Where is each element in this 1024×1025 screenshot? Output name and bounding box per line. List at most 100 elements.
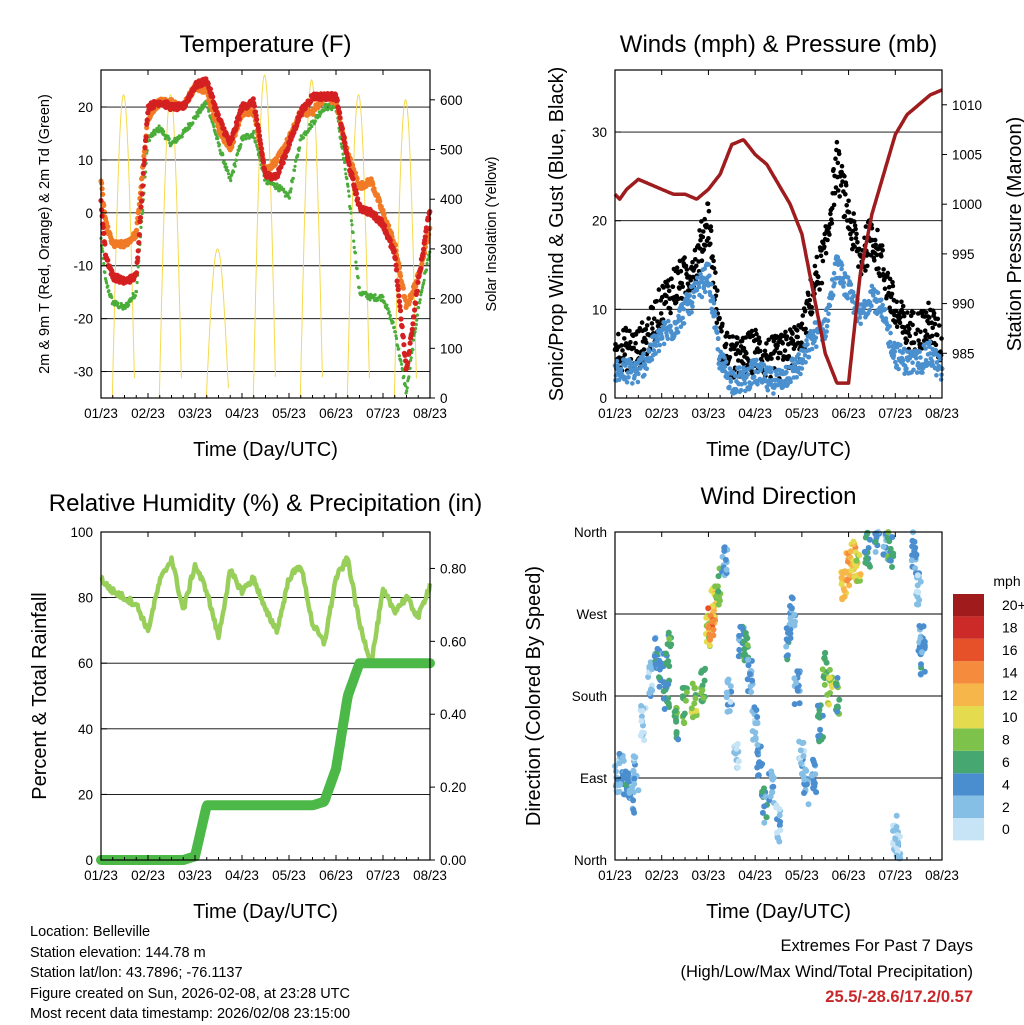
series-gust	[698, 237, 703, 243]
series-wind	[618, 366, 624, 372]
series-gust	[706, 236, 711, 241]
wind-direction-point	[846, 582, 853, 589]
series-wind	[804, 338, 809, 343]
series-2m-t	[387, 237, 393, 244]
series-wind	[869, 303, 874, 309]
panel-2: 0 10 20 30 985 990 995 1000 1005 1010 Winds (mph) …	[546, 31, 1024, 461]
colorbar-swatch	[953, 750, 984, 774]
series-2m-t	[424, 226, 430, 232]
series-wind	[630, 381, 635, 386]
series-2m-t	[134, 259, 140, 265]
wind-direction-point	[681, 710, 688, 717]
series-2m-td	[140, 212, 144, 216]
series-gust	[933, 342, 939, 348]
series-2m-t	[406, 348, 413, 355]
wind-direction-point	[660, 695, 667, 702]
series-gust	[897, 320, 903, 326]
y-axis-label: Sonic/Prop Wind & Gust (Blue, Black)	[546, 67, 568, 402]
wind-direction-point	[646, 663, 653, 670]
wind-direction-point	[791, 622, 798, 629]
series-gust	[783, 329, 788, 335]
series-2m-td	[351, 230, 355, 235]
series-2m-t	[412, 307, 418, 313]
series-wind	[678, 324, 684, 330]
series-wind	[662, 320, 668, 326]
colorbar-swatch	[953, 795, 984, 818]
series-2m-t	[334, 97, 340, 104]
series-gust	[657, 321, 663, 327]
series-gust	[720, 321, 725, 327]
series-2m-t	[259, 152, 265, 158]
series-wind	[769, 366, 774, 371]
recent-data-text: Most recent data timestamp: 2026/02/08 2…	[30, 1006, 351, 1022]
y-tick-label: 0	[85, 206, 93, 221]
insolation-series	[299, 78, 323, 399]
series-gust	[879, 253, 884, 259]
wind-direction-point	[667, 643, 674, 650]
series-gust	[744, 351, 749, 356]
series-gust	[890, 279, 895, 285]
series-2m-td	[282, 187, 286, 191]
series-gust	[735, 335, 740, 341]
series-gust	[898, 315, 903, 320]
y-right-tick-label: 500	[440, 143, 463, 158]
wind-direction-point	[796, 700, 803, 707]
wind-direction-point	[820, 734, 826, 741]
series-wind	[857, 315, 863, 320]
series-wind	[642, 372, 647, 378]
series-gust	[775, 355, 781, 361]
x-tick-label: 05/23	[272, 868, 306, 883]
series-gust	[802, 308, 808, 314]
series-gust	[668, 310, 673, 316]
series-2m-t	[256, 128, 262, 134]
wind-direction-point	[692, 695, 699, 702]
wind-direction-point	[920, 623, 927, 630]
series-gust	[846, 209, 852, 215]
series-wind	[675, 330, 681, 335]
wind-direction-point	[631, 809, 638, 816]
series-2m-td	[392, 325, 396, 329]
colorbar-swatch	[953, 661, 984, 684]
y-right-tick-label: 1010	[952, 98, 982, 113]
series-gust	[931, 310, 937, 316]
wind-direction-point	[656, 683, 663, 690]
series-2m-td	[252, 129, 256, 133]
series-2m-td	[388, 313, 392, 318]
wind-direction-point	[763, 814, 770, 821]
wind-direction-point	[794, 687, 801, 694]
series-2m-t	[422, 234, 428, 240]
x-tick-label: 08/23	[413, 868, 447, 883]
x-tick-label: 01/23	[84, 406, 118, 421]
series-2m-td	[422, 281, 426, 285]
wind-direction-point	[699, 682, 706, 689]
panel-4: North East South West North Wind Direction Tim…	[523, 483, 1024, 923]
x-tick-label: 05/23	[785, 406, 819, 421]
series-9m-t	[310, 111, 316, 117]
series-2m-td	[133, 294, 137, 298]
wind-direction-point	[639, 707, 646, 714]
wind-direction-point	[775, 835, 781, 842]
series-wind	[701, 275, 706, 281]
location-text: Location: Belleville	[30, 924, 151, 940]
wind-direction-point	[647, 689, 654, 695]
colorbar-label: 8	[1002, 732, 1010, 748]
wind-direction-point	[761, 819, 768, 826]
wind-direction-point	[801, 776, 808, 783]
series-gust	[733, 351, 739, 357]
series-wind	[894, 363, 899, 368]
series-wind	[918, 355, 923, 360]
y-right-tick-label: 0.00	[440, 853, 466, 868]
x-axis-label: Time (Day/UTC)	[193, 439, 338, 461]
series-2m-td	[226, 169, 230, 173]
series-gust	[784, 334, 790, 339]
series-gust	[935, 316, 941, 322]
series-2m-td	[349, 211, 353, 215]
series-9m-t	[141, 153, 147, 159]
y-tick-label: 100	[70, 525, 93, 540]
series-2m-t	[350, 176, 356, 182]
wind-direction-point	[811, 761, 818, 768]
latlon-text: Station lat/lon: 43.7896; -76.1137	[30, 965, 243, 981]
wind-direction-point	[889, 564, 895, 570]
wind-direction-point	[665, 701, 672, 708]
series-wind	[891, 353, 897, 358]
